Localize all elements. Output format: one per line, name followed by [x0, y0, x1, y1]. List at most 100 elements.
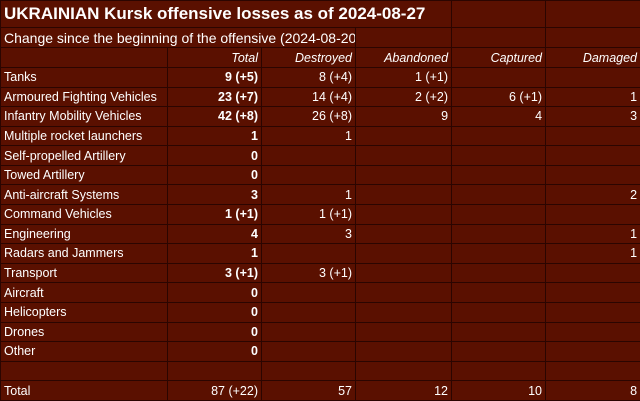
- column-header-abandoned: Abandoned: [354, 47, 453, 68]
- cell-abandoned: [354, 125, 453, 147]
- row-label: Aircraft: [0, 282, 168, 303]
- table-row: Transport 3 (+1) 3 (+1): [0, 262, 640, 284]
- table-row: Drones 0: [0, 321, 640, 343]
- cell-total: 0: [167, 164, 262, 186]
- cell-damaged: [545, 301, 640, 323]
- subtitle-row: Change since the beginning of the offens…: [0, 26, 640, 49]
- cell-destroyed: [261, 164, 356, 186]
- row-label: Engineering: [0, 223, 168, 245]
- cell-destroyed: [261, 321, 356, 343]
- cell-damaged: 3: [545, 106, 640, 127]
- cell-destroyed: [261, 341, 356, 362]
- table-row: Command Vehicles 1 (+1) 1 (+1): [0, 204, 640, 225]
- cell-damaged: 1: [545, 86, 640, 108]
- cell-abandoned: [354, 223, 453, 245]
- cell-total: 9 (+5): [167, 66, 262, 88]
- cell-abandoned: [354, 184, 453, 206]
- cell-damaged: [545, 125, 640, 147]
- cell-destroyed: 8 (+4): [261, 66, 356, 88]
- cell-destroyed: 3 (+1): [261, 262, 356, 284]
- table-row: Engineering 4 3 1: [0, 223, 640, 245]
- cell-destroyed: [261, 145, 356, 166]
- table-row: Helicopters 0: [0, 301, 640, 323]
- table-row: Armoured Fighting Vehicles 23 (+7) 14 (+4)…: [0, 86, 640, 108]
- cell-total: 0: [167, 145, 262, 166]
- cell-destroyed: 1 (+1): [261, 204, 356, 225]
- cell-destroyed: [261, 301, 356, 323]
- row-label: Armoured Fighting Vehicles: [0, 86, 168, 108]
- cell-captured: [451, 145, 547, 166]
- cell-abandoned: [354, 301, 453, 323]
- cell-total: 1 (+1): [167, 204, 262, 225]
- cell-total: 0: [167, 341, 262, 362]
- cell-captured: 6 (+1): [451, 86, 547, 108]
- cell-captured: [451, 125, 547, 147]
- column-header-captured: Captured: [451, 47, 547, 68]
- cell-total: 0: [167, 301, 262, 323]
- table-row: Multiple rocket launchers 1 1: [0, 125, 640, 147]
- row-label: Radars and Jammers: [0, 243, 168, 264]
- total-abandoned: 12: [354, 380, 453, 401]
- row-label: Towed Artillery: [0, 164, 168, 186]
- row-label: Drones: [0, 321, 168, 343]
- cell-destroyed: [261, 243, 356, 264]
- table-row: Tanks 9 (+5) 8 (+4) 1 (+1): [0, 66, 640, 88]
- cell-total: 0: [167, 321, 262, 343]
- header-row: Total Destroyed Abandoned Captured Damag…: [0, 47, 640, 68]
- table-row: Radars and Jammers 1 1: [0, 243, 640, 264]
- cell-damaged: 2: [545, 184, 640, 206]
- cell-total: 1: [167, 243, 262, 264]
- cell-abandoned: 2 (+2): [354, 86, 453, 108]
- table-title: UKRAINIAN Kursk offensive losses as of 2…: [0, 0, 453, 28]
- cell-captured: [451, 321, 547, 343]
- cell-destroyed: 14 (+4): [261, 86, 356, 108]
- cell-abandoned: [354, 282, 453, 303]
- row-label: Helicopters: [0, 301, 168, 323]
- total-total: 87 (+22): [167, 380, 262, 401]
- row-label: Anti-aircraft Systems: [0, 184, 168, 206]
- cell-damaged: [545, 262, 640, 284]
- cell-captured: [451, 223, 547, 245]
- column-header-total: Total: [167, 47, 262, 68]
- cell-total: 42 (+8): [167, 106, 262, 127]
- cell-damaged: [545, 321, 640, 343]
- table-row: Towed Artillery 0: [0, 164, 640, 186]
- cell-abandoned: [354, 164, 453, 186]
- cell-destroyed: 1: [261, 125, 356, 147]
- table-row: Aircraft 0: [0, 282, 640, 303]
- cell-damaged: 1: [545, 243, 640, 264]
- cell-captured: [451, 282, 547, 303]
- cell-captured: [451, 164, 547, 186]
- total-destroyed: 57: [261, 380, 356, 401]
- cell-captured: [451, 66, 547, 88]
- cell-captured: [451, 301, 547, 323]
- cell-total: 1: [167, 125, 262, 147]
- cell-total: 3 (+1): [167, 262, 262, 284]
- cell-abandoned: [354, 145, 453, 166]
- row-label: Infantry Mobility Vehicles: [0, 106, 168, 127]
- total-captured: 10: [451, 380, 547, 401]
- cell-captured: [451, 262, 547, 284]
- cell-destroyed: [261, 282, 356, 303]
- column-header-damaged: Damaged: [545, 47, 640, 68]
- total-row: Total 87 (+22) 57 12 10 8: [0, 380, 640, 401]
- table-row: Infantry Mobility Vehicles 42 (+8) 26 (+8)…: [0, 106, 640, 127]
- cell-damaged: [545, 282, 640, 303]
- cell-abandoned: [354, 204, 453, 225]
- cell-damaged: 1: [545, 223, 640, 245]
- row-label: Tanks: [0, 66, 168, 88]
- cell-damaged: [545, 164, 640, 186]
- row-label: Command Vehicles: [0, 204, 168, 225]
- cell-captured: [451, 243, 547, 264]
- table-row: Anti-aircraft Systems 3 1 2: [0, 184, 640, 206]
- column-header-destroyed: Destroyed: [261, 47, 356, 68]
- cell-destroyed: 26 (+8): [261, 106, 356, 127]
- cell-captured: [451, 204, 547, 225]
- cell-damaged: [545, 66, 640, 88]
- row-label: Self-propelled Artillery: [0, 145, 168, 166]
- title-row: UKRAINIAN Kursk offensive losses as of 2…: [0, 0, 640, 28]
- cell-total: 3: [167, 184, 262, 206]
- row-label: Multiple rocket launchers: [0, 125, 168, 147]
- table-subtitle: Change since the beginning of the offens…: [0, 26, 356, 49]
